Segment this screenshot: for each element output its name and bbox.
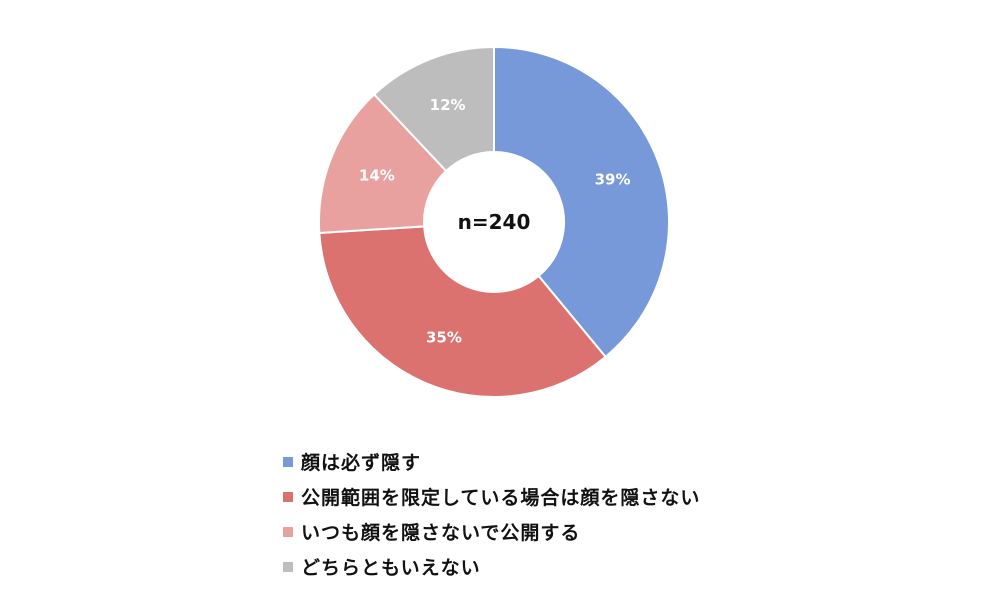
slice-data-label: 39% [595, 170, 631, 188]
donut-slice [493, 45, 670, 359]
slice-data-label: 35% [426, 329, 462, 347]
legend-item: 公開範囲を限定している場合は顔を隠さない [283, 479, 700, 514]
legend-swatch [283, 491, 293, 502]
legend-label: どちらともいえない [301, 557, 481, 579]
donut-slice-labels: 39% 35% 14% 12% [359, 96, 631, 347]
legend-item: いつも顔を隠さないで公開する [283, 514, 700, 549]
legend-item: どちらともいえない [283, 549, 700, 584]
legend-label: いつも顔を隠さないで公開する [301, 522, 581, 544]
slice-data-label: 12% [430, 96, 466, 114]
donut-slice [318, 93, 448, 235]
legend-swatch [283, 456, 293, 467]
legend-label: 公開範囲を限定している場合は顔を隠さない [301, 487, 701, 509]
legend-swatch [283, 561, 293, 572]
donut-slice [318, 225, 607, 398]
legend-label: 顔は必ず隠す [301, 452, 422, 474]
legend: 顔は必ず隠す公開範囲を限定している場合は顔を隠さない いつも顔を隠さないで公開する… [283, 444, 700, 584]
center-label: n=240 [458, 210, 531, 234]
legend-swatch [283, 526, 293, 537]
donut-slice [372, 45, 495, 173]
legend-item: 顔は必ず隠す [283, 444, 700, 479]
slice-data-label: 14% [359, 167, 395, 185]
donut-slices [318, 45, 670, 398]
